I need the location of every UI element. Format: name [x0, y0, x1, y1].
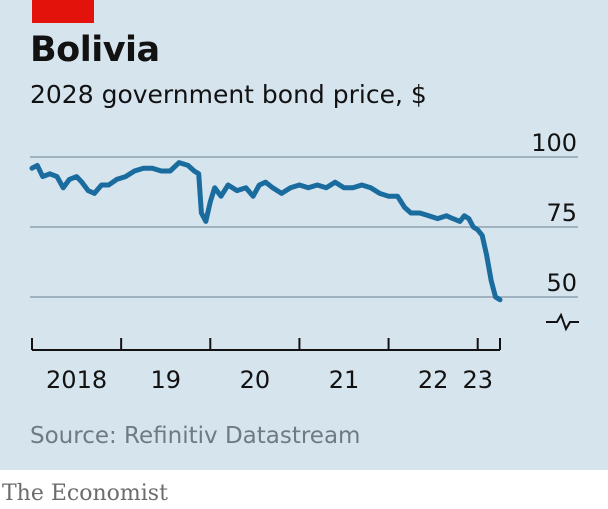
x-tick-label-2018: 2018	[46, 366, 107, 394]
series-layer	[29, 160, 503, 303]
x-tick-label-21: 21	[329, 366, 360, 394]
x-tick-label-22: 22	[418, 366, 449, 394]
gridlines	[30, 156, 578, 298]
x-tick-label-19: 19	[150, 366, 181, 394]
y-tick-label-50: 50	[546, 269, 577, 297]
axis-break-icon	[546, 312, 579, 332]
chart-subtitle: 2028 government bond price, $	[30, 80, 427, 109]
x-axis: 2018 19 20 21 22 23	[31, 338, 501, 394]
y-tick-labels: 100 75 50	[531, 129, 577, 297]
series-line-0	[29, 160, 503, 303]
chart-panel	[0, 0, 608, 470]
x-tick-label-23: 23	[462, 366, 493, 394]
y-tick-label-75: 75	[546, 199, 577, 227]
x-tick-label-20: 20	[240, 366, 271, 394]
line-chart: 100 75 50 2018 19 20 21 22 23	[29, 129, 579, 394]
brand-logo: The Economist	[2, 481, 168, 506]
accent-bar	[32, 0, 94, 23]
y-tick-label-100: 100	[531, 129, 577, 157]
chart-title: Bolivia	[30, 30, 160, 70]
source-note: Source: Refinitiv Datastream	[30, 423, 361, 449]
